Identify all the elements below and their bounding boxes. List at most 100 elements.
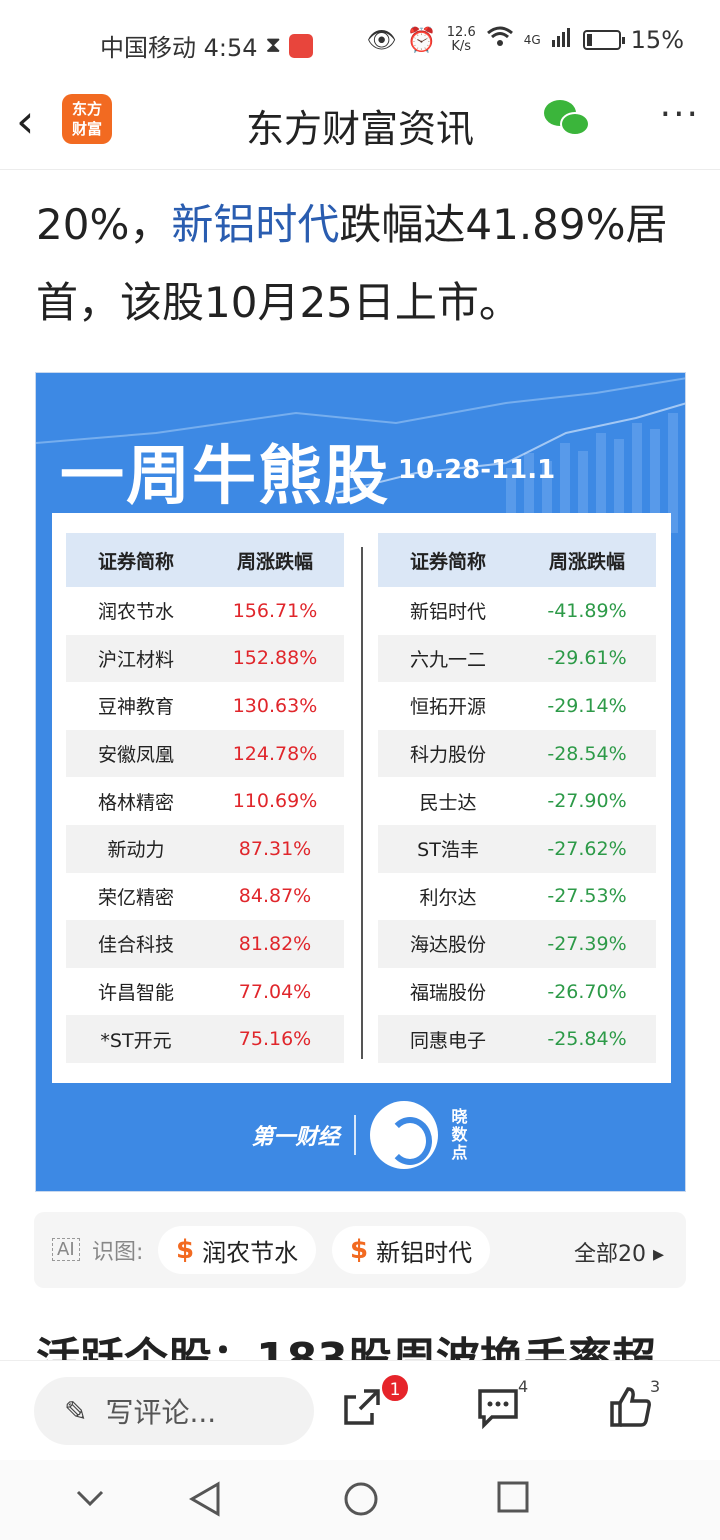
weekly-change: 152.88% <box>232 647 318 670</box>
table-row: 新铝时代 -41.89% <box>378 587 656 635</box>
xiaoshudian-label: 晓数点 <box>451 1107 468 1162</box>
comment-count: 4 <box>518 1377 529 1396</box>
stock-name: 利尔达 <box>419 886 477 909</box>
table-row: 荣亿精密 84.87% <box>66 873 344 921</box>
table-row: 安徽凤凰 124.78% <box>66 729 344 778</box>
stock-name: 同惠电子 <box>409 1029 486 1052</box>
weekly-change: -29.61% <box>547 647 627 670</box>
recognize-label: 识图: <box>92 1240 144 1265</box>
eastmoney-logo: 东方 财富 <box>62 94 112 144</box>
stock-name: 新动力 <box>107 839 165 862</box>
table-row: 同惠电子 -25.84% <box>378 1015 656 1063</box>
comments-button[interactable]: 4 <box>474 1377 534 1443</box>
signal-icon <box>551 26 573 54</box>
chevron-down-icon[interactable] <box>74 1488 106 1508</box>
wifi-icon <box>486 26 514 54</box>
notification-badge: 1 <box>380 1373 410 1403</box>
infographic-title: 一周牛熊股 <box>60 440 390 514</box>
show-all-button[interactable]: 全部20 ▸ <box>573 1242 664 1267</box>
back-nav-icon[interactable] <box>188 1480 222 1518</box>
divider <box>353 1115 356 1155</box>
losers-table: 证券简称 周涨跌幅 新铝时代 -41.89% 六九一二 -29.61% 恒拓开源 -29.… <box>378 533 656 1063</box>
nav-bar: ‹ 东方 财富 东方财富资讯 ··· <box>0 84 720 170</box>
yicai-logo: 第一财经 <box>251 1125 340 1150</box>
battery-icon <box>582 30 625 50</box>
stock-name: 民士达 <box>419 791 477 814</box>
table-row: 豆神教育 130.63% <box>66 682 344 730</box>
stock-name: 安徽凤凰 <box>97 744 174 767</box>
stock-name: 润农节水 <box>97 601 174 624</box>
home-nav-icon[interactable] <box>342 1480 380 1518</box>
weekly-change: -41.89% <box>547 599 627 622</box>
next-section-heading: 活跃个股：183股周波换手率超 <box>36 1334 656 1360</box>
share-button[interactable]: 1 <box>338 1373 410 1443</box>
alarm-icon: ⏰ <box>406 26 437 54</box>
huawei-app-icon <box>288 33 313 58</box>
table-row: 福瑞股份 -26.70% <box>378 968 656 1016</box>
stock-name: 佳合科技 <box>97 934 174 957</box>
carrier-time: 中国移动 4:54 <box>100 34 258 62</box>
table-row: 利尔达 -27.53% <box>378 873 656 921</box>
weekly-change: 77.04% <box>238 980 312 1003</box>
gainers-table: 证券简称 周涨跌幅 润农节水 156.71% 沪江材料 152.88% 豆神教育 130.… <box>66 533 344 1063</box>
weekly-change: 110.69% <box>232 790 318 813</box>
like-button[interactable]: 3 <box>606 1377 666 1443</box>
status-bar: 中国移动 4:54 ⧗ 👁 ⏰ 12.6 K/s 4G 15% <box>0 0 720 84</box>
article-text: 20%， <box>36 200 172 249</box>
battery-percent: 15% <box>630 26 684 54</box>
net-speed: 12.6 K/s <box>446 25 476 54</box>
bottom-action-bar: ✎ 写评论... 1 4 3 <box>0 1360 720 1460</box>
table-header: 证券简称 周涨跌幅 <box>378 533 656 587</box>
xiaoshudian-logo-icon <box>369 1101 438 1169</box>
stock-name: 豆神教育 <box>97 696 174 719</box>
stock-name: 恒拓开源 <box>409 696 486 719</box>
stock-name: 科力股份 <box>409 744 486 767</box>
table-row: 恒拓开源 -29.14% <box>378 682 656 730</box>
table-row: ST浩丰 -27.62% <box>378 824 656 873</box>
thumbs-up-icon <box>610 1387 651 1427</box>
stock-name: *ST开元 <box>100 1029 172 1052</box>
table-header: 证券简称 周涨跌幅 <box>66 533 344 587</box>
stock-chip[interactable]: $ 新铝时代 <box>332 1226 491 1274</box>
wechat-share-icon[interactable] <box>544 100 594 140</box>
table-row: 沪江材料 152.88% <box>66 634 344 683</box>
like-count: 3 <box>650 1377 661 1396</box>
more-menu-button[interactable]: ··· <box>659 94 700 135</box>
stock-name: 六九一二 <box>409 648 486 671</box>
weekly-change: -28.54% <box>547 742 627 765</box>
weekly-change: 84.87% <box>238 885 312 908</box>
chart-background-decoration <box>36 377 685 533</box>
stock-name: ST浩丰 <box>417 839 479 862</box>
dollar-icon: $ <box>176 1235 195 1265</box>
table-row: 科力股份 -28.54% <box>378 729 656 778</box>
article-text: 跌幅达41.89%居首，该股10月25日上市。 <box>36 200 668 327</box>
weekly-change: 130.63% <box>232 694 318 717</box>
stock-chip[interactable]: $ 润农节水 <box>158 1226 317 1274</box>
weekly-change: 75.16% <box>238 1028 312 1051</box>
hourglass-icon: ⧗ <box>265 33 281 58</box>
table-row: 海达股份 -27.39% <box>378 920 656 968</box>
back-button[interactable]: ‹ <box>16 94 35 148</box>
weekly-change: -27.90% <box>547 790 627 813</box>
dollar-icon: $ <box>350 1235 369 1265</box>
comment-input[interactable]: ✎ 写评论... <box>34 1377 314 1445</box>
weekly-change: -27.53% <box>547 885 627 908</box>
table-row: 民士达 -27.90% <box>378 777 656 825</box>
stock-name: 海达股份 <box>409 934 486 957</box>
weekly-change: 124.78% <box>232 742 318 765</box>
stock-link[interactable]: 新铝时代 <box>171 200 340 249</box>
stock-name: 沪江材料 <box>97 648 174 671</box>
stock-name: 许昌智能 <box>97 982 174 1005</box>
ai-scan-icon: AI <box>52 1238 80 1261</box>
weekly-change: -26.70% <box>547 980 627 1003</box>
weekly-change: -27.62% <box>547 837 627 860</box>
weekly-change: -29.14% <box>547 694 627 717</box>
table-row: 许昌智能 77.04% <box>66 968 344 1016</box>
weekly-change: 156.71% <box>232 599 318 622</box>
weekly-change: 81.82% <box>238 932 312 955</box>
weekly-change: 87.31% <box>238 837 312 860</box>
eye-icon: 👁 <box>366 26 397 54</box>
brand-footer: 第一财经 晓数点 <box>36 1095 685 1175</box>
infographic-image[interactable]: 一周牛熊股 10.28-11.1 证券简称 周涨跌幅 润农节水 156.71% 沪江… <box>35 372 686 1192</box>
recents-nav-icon[interactable] <box>496 1480 530 1514</box>
